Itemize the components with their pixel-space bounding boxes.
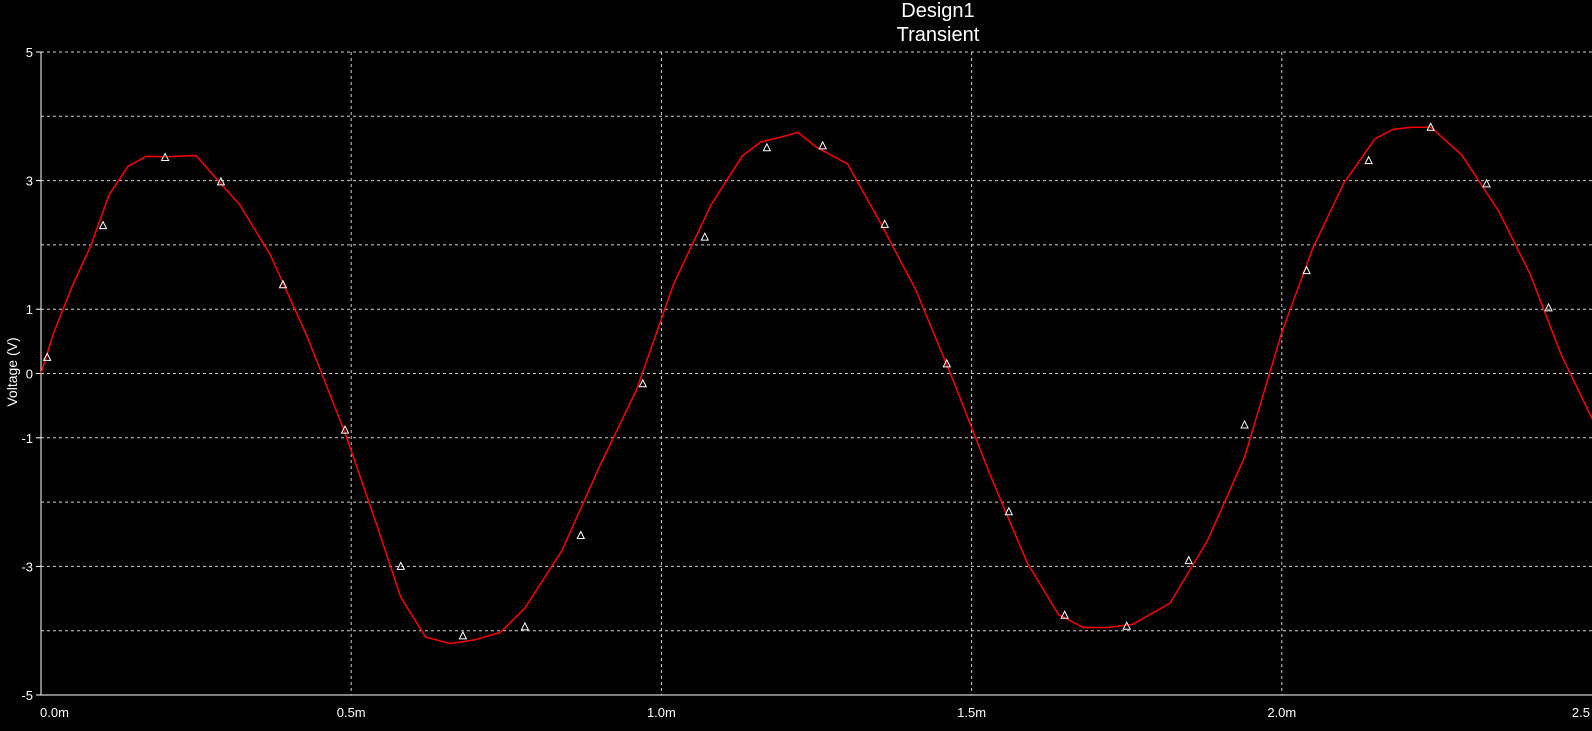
data-marker	[576, 530, 586, 540]
data-marker	[1482, 178, 1491, 188]
x-tick-label: 0.0m	[40, 705, 69, 720]
data-marker	[700, 232, 710, 241]
data-marker	[1004, 506, 1014, 516]
x-tick-label: 0.5m	[337, 705, 366, 720]
data-marker	[42, 352, 52, 361]
data-marker	[1060, 610, 1069, 619]
data-marker	[638, 378, 648, 388]
series-line	[40, 126, 1592, 645]
x-tick-label: 2.5	[1572, 705, 1590, 720]
chart-title: Design1	[901, 0, 975, 22]
data-marker	[1184, 555, 1194, 565]
data-marker	[278, 279, 288, 289]
data-marker	[160, 152, 170, 161]
series-group	[40, 126, 1592, 645]
x-tick-label: 2.0m	[1267, 705, 1296, 720]
chart-subtitle: Transient	[896, 24, 980, 46]
data-marker	[216, 176, 226, 186]
data-marker	[1122, 621, 1132, 630]
y-tick-label: -1	[21, 431, 33, 446]
data-marker	[520, 621, 530, 631]
y-axis-ticks: 5 3 1 0 -1 -3 -5	[21, 45, 41, 703]
y-tick-label: -3	[21, 559, 33, 574]
grid	[40, 51, 1592, 696]
x-tick-label: 1.5m	[957, 705, 986, 720]
y-tick-label: 1	[26, 302, 33, 317]
y-tick-label: 5	[26, 45, 33, 60]
data-marker	[340, 424, 350, 434]
data-marker	[396, 561, 406, 570]
data-marker	[1544, 302, 1553, 312]
data-marker	[1240, 419, 1249, 429]
x-axis-ticks: 0.0m 0.5m 1.0m 1.5m 2.0m 2.5	[40, 705, 1590, 720]
data-marker	[762, 142, 772, 152]
data-marker	[942, 358, 952, 368]
x-tick-label: 1.0m	[647, 705, 676, 720]
y-tick-label: 3	[26, 174, 33, 189]
data-marker	[1364, 155, 1373, 165]
y-tick-label: 0	[26, 367, 33, 382]
data-marker	[818, 140, 828, 150]
data-marker	[1426, 122, 1436, 131]
data-marker	[458, 630, 468, 640]
y-tick-label: -5	[21, 688, 33, 703]
data-marker	[880, 219, 890, 228]
data-marker	[98, 220, 108, 230]
marker-group	[42, 122, 1553, 640]
data-marker	[1302, 265, 1311, 275]
